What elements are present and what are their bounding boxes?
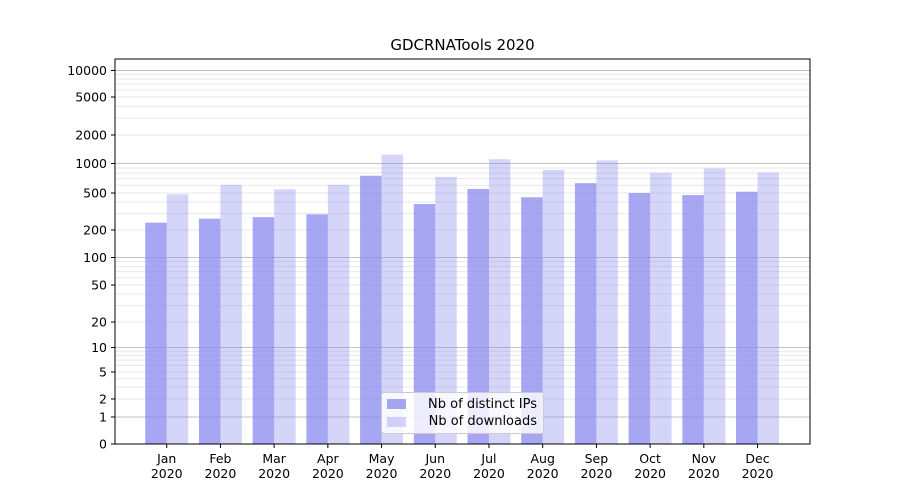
- x-tick-label-year: 2020: [151, 466, 183, 481]
- bar-feb-downloads: [220, 184, 242, 444]
- bar-jan-distinct-ips: [145, 222, 167, 444]
- bar-jun-downloads: [435, 176, 457, 445]
- bar-dec-distinct-ips: [736, 191, 758, 444]
- y-tick-label: 200: [83, 223, 107, 238]
- bar-mar-distinct-ips: [252, 217, 275, 444]
- bar-nov-distinct-ips: [682, 195, 704, 444]
- chart-title: GDCRNATools 2020: [390, 36, 535, 54]
- x-tick-label-month: Nov: [692, 451, 717, 466]
- y-tick-label: 500: [83, 186, 107, 201]
- y-tick-label: 10: [91, 340, 107, 355]
- x-tick-label-year: 2020: [312, 466, 344, 481]
- x-tick-label-year: 2020: [580, 466, 612, 481]
- x-tick-label-year: 2020: [473, 466, 505, 481]
- plot-border: [114, 58, 811, 445]
- x-tick-label-month: Feb: [209, 451, 231, 466]
- x-tick-label-month: Dec: [745, 451, 769, 466]
- y-tick-label: 100: [83, 250, 107, 265]
- bar-may-distinct-ips: [360, 175, 382, 445]
- bar-jul-downloads: [488, 159, 511, 444]
- legend-item-distinct-ips: Nb of distinct IPs: [387, 396, 537, 412]
- legend-item-downloads: Nb of downloads: [387, 414, 537, 430]
- x-tick-label-month: Jun: [425, 451, 446, 466]
- bar-aug-downloads: [542, 169, 565, 444]
- x-tick-label-year: 2020: [419, 466, 451, 481]
- y-tick-label: 10000: [67, 63, 107, 78]
- bar-aug-distinct-ips: [521, 197, 543, 444]
- x-tick-label-year: 2020: [742, 466, 774, 481]
- y-tick-label: 1: [99, 410, 107, 425]
- y-tick-label: 2: [99, 392, 107, 407]
- y-tick-label: 2000: [75, 128, 107, 143]
- bar-jul-distinct-ips: [467, 188, 489, 444]
- x-tick-label-year: 2020: [527, 466, 559, 481]
- bar-jun-distinct-ips: [413, 204, 436, 444]
- y-tick-label: 0: [99, 437, 107, 452]
- x-tick-label-year: 2020: [366, 466, 398, 481]
- x-tick-label-month: Jul: [480, 451, 496, 466]
- bar-dec-downloads: [757, 172, 780, 444]
- bar-feb-distinct-ips: [198, 218, 221, 444]
- legend-label-distinct-ips: Nb of distinct IPs: [428, 396, 537, 412]
- bar-may-downloads: [381, 154, 404, 444]
- x-tick-label-year: 2020: [205, 466, 237, 481]
- y-tick-label: 5000: [75, 90, 107, 105]
- legend: Nb of distinct IPs Nb of downloads: [381, 392, 544, 434]
- x-tick-label-year: 2020: [258, 466, 290, 481]
- bar-sep-downloads: [596, 160, 618, 444]
- y-tick-label: 1000: [75, 156, 107, 171]
- x-tick-label-month: May: [369, 451, 395, 466]
- bar-nov-downloads: [703, 168, 726, 444]
- x-tick-label-month: Jan: [156, 451, 176, 466]
- legend-label-downloads: Nb of downloads: [428, 414, 537, 430]
- bar-apr-downloads: [327, 184, 350, 444]
- y-tick-label: 5: [99, 365, 107, 380]
- legend-swatch-distinct-ips: [387, 399, 406, 410]
- x-tick-label-month: Oct: [639, 451, 661, 466]
- bar-apr-distinct-ips: [306, 214, 328, 444]
- y-tick-label: 20: [91, 315, 107, 330]
- x-tick-label-month: Apr: [317, 451, 339, 466]
- legend-swatch-downloads: [387, 416, 406, 427]
- bar-sep-distinct-ips: [574, 183, 597, 444]
- x-tick-label-month: Aug: [530, 451, 554, 466]
- y-tick-label: 50: [91, 278, 107, 293]
- x-tick-label-month: Mar: [262, 451, 286, 466]
- bar-oct-distinct-ips: [628, 193, 651, 444]
- bar-oct-downloads: [650, 172, 672, 445]
- x-tick-label-year: 2020: [634, 466, 666, 481]
- bar-jan-downloads: [166, 194, 189, 444]
- x-tick-label-year: 2020: [688, 466, 720, 481]
- x-tick-label-month: Sep: [585, 451, 609, 466]
- bar-mar-downloads: [274, 189, 296, 444]
